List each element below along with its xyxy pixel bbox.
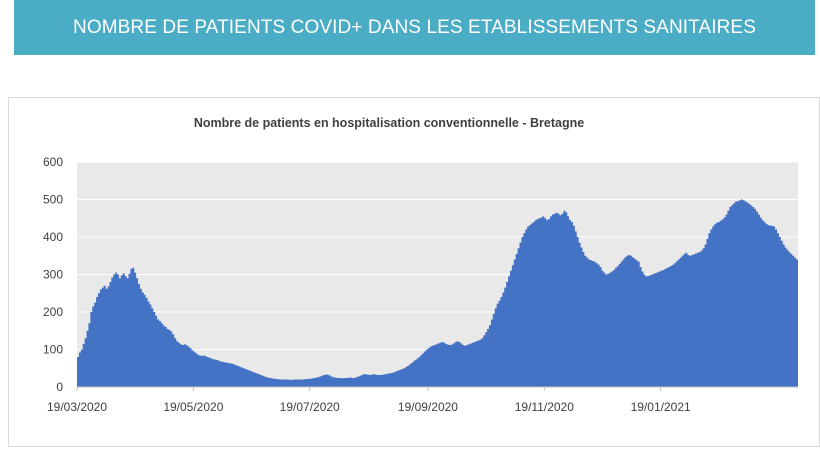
x-tick-label: 19/11/2020 [515,400,574,414]
y-tick-label: 500 [43,193,63,207]
y-tick-label: 100 [43,343,63,357]
x-tick-label: 19/01/2021 [631,400,691,414]
axis-layer: 0 100 200 300 400 500 600 19/03/2020 19/05/2020 1… [43,155,798,414]
x-tick-label: 19/09/2020 [398,400,458,414]
y-tick-label: 400 [43,230,63,244]
y-tick-label: 300 [43,268,63,282]
chart-frame: Nombre de patients en hospitalisation co… [8,97,820,447]
x-tick-label: 19/07/2020 [280,400,340,414]
y-tick-label: 200 [43,305,63,319]
x-tick-label: 19/03/2020 [47,400,107,414]
y-tick-label: 0 [56,380,63,394]
chart-svg: 0 100 200 300 400 500 600 19/03/2020 19/05/2020 1… [43,155,798,414]
x-tick-label: 19/05/2020 [163,400,223,414]
y-tick-label: 600 [43,155,63,169]
area-layer [77,199,798,387]
banner-title: NOMBRE DE PATIENTS COVID+ DANS LES ETABL… [73,16,756,38]
chart-title: Nombre de patients en hospitalisation co… [193,116,585,130]
series-area [77,199,798,387]
banner: NOMBRE DE PATIENTS COVID+ DANS LES ETABL… [14,0,815,55]
